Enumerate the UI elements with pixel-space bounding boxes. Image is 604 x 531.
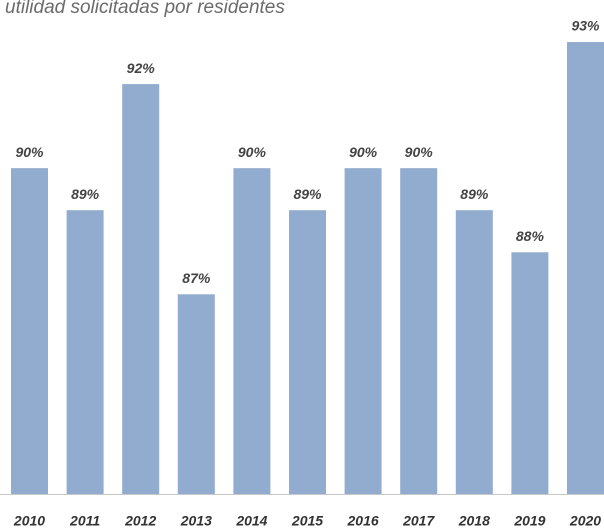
value-label: 89%	[460, 186, 489, 202]
bar	[177, 294, 215, 494]
value-label: 92%	[127, 60, 156, 76]
value-label: 93%	[571, 18, 600, 34]
value-label: 87%	[182, 270, 211, 286]
value-label: 89%	[71, 186, 100, 202]
x-tick-label: 2020	[569, 513, 601, 529]
x-tick-label: 2019	[513, 513, 545, 529]
bar	[344, 168, 382, 494]
bar	[233, 168, 271, 494]
bar	[66, 210, 104, 494]
bar	[567, 42, 604, 495]
bar	[455, 210, 493, 494]
bar	[400, 168, 438, 494]
x-tick-label: 2013	[180, 513, 212, 529]
chart-title: utilidad solicitadas por residentes	[5, 0, 285, 18]
x-tick-label: 2016	[347, 513, 379, 529]
value-label: 90%	[15, 144, 44, 160]
value-label: 90%	[238, 144, 267, 160]
x-tick-label: 2011	[69, 513, 100, 529]
bar	[122, 84, 160, 494]
value-label: 90%	[349, 144, 378, 160]
x-tick-label: 2018	[458, 513, 490, 529]
value-label: 89%	[293, 186, 322, 202]
x-tick-label: 2012	[124, 513, 156, 529]
bar	[511, 252, 549, 494]
x-tick-label: 2010	[13, 513, 45, 529]
x-tick-label: 2015	[291, 513, 323, 529]
value-label: 90%	[405, 144, 434, 160]
bar	[289, 210, 326, 494]
value-label: 88%	[516, 228, 545, 244]
x-tick-label: 2017	[402, 513, 435, 529]
x-tick-label: 2014	[235, 513, 267, 529]
bar	[11, 168, 48, 494]
